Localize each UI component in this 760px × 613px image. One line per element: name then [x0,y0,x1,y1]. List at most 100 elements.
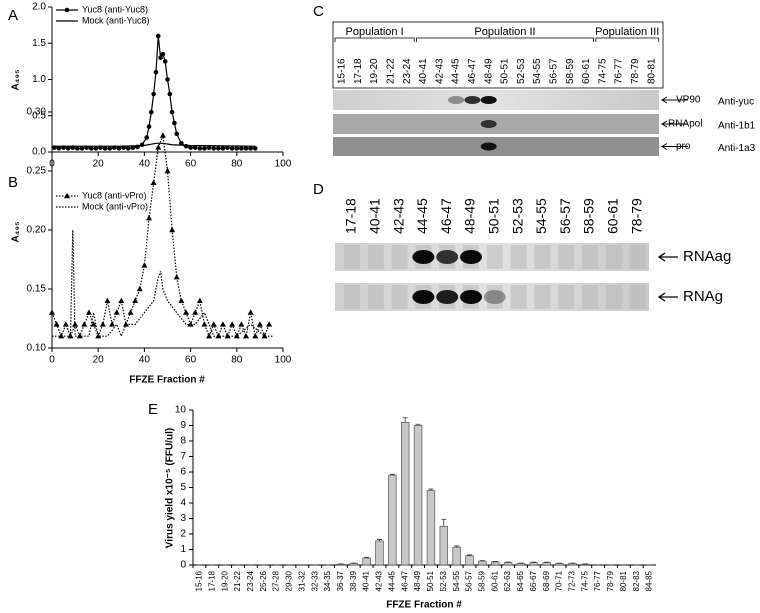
marker [72,321,79,327]
bar [413,425,423,566]
y-tick-label: 2 [180,529,186,540]
x-tick-label: 56-57 [465,570,474,591]
x-tick-label: 40 [139,159,151,170]
lane-shade [510,245,527,269]
x-tick-label: 32-33 [310,570,319,591]
band-label: pro [676,141,691,152]
error-bar [441,518,447,527]
lane-shade [605,245,622,269]
y-tick-label: 0.5 [32,110,46,121]
lane-shade [391,245,408,269]
marker [116,146,122,151]
marker [85,309,92,315]
panel-letter: E [148,401,158,418]
x-tick-label: 84-85 [645,570,654,591]
marker [256,321,263,327]
bar [529,562,539,566]
marker [139,142,145,148]
marker [206,145,212,150]
blot-band [480,120,497,128]
marker [159,132,166,138]
error-bar [454,545,460,548]
y-tick-label: 5 [180,482,186,493]
y-tick-label: 0.30 [27,107,47,118]
lane-label: 17-18 [343,198,359,234]
x-tick-label: 76-77 [593,570,602,591]
series-line [52,229,274,338]
group-label: Population I [346,26,404,38]
x-tick-label: 62-63 [503,570,512,591]
lane-label: 19-20 [369,58,380,84]
lane-label: 15-16 [337,58,348,84]
y-tick-label: 10 [175,405,187,416]
x-tick-label: 82-83 [632,570,641,591]
marker [169,226,176,233]
x-tick-label: 0 [49,355,55,366]
lane-shade [486,285,503,309]
antibody-label: Anti-1b1 [718,121,756,132]
x-tick-label: 52-53 [439,570,448,591]
marker [125,146,131,151]
x-tick-label: 72-73 [568,570,577,591]
y-tick-label: 0.15 [27,284,47,295]
marker [109,321,116,327]
y-tick-label: 7 [180,451,186,462]
blot-band [460,250,482,264]
x-tick-label: 42-43 [375,570,384,591]
bar [465,555,474,566]
marker [192,145,198,150]
lane-label: 60-61 [605,198,621,234]
marker [146,215,153,221]
marker [211,146,216,151]
marker [252,146,258,151]
error-bar [467,554,473,556]
marker [172,120,177,126]
x-tick-label: 20 [93,355,105,366]
lane-label: 40-41 [367,198,383,234]
lane-shade [558,245,575,269]
marker [65,146,71,151]
x-tick-label: 19-20 [220,570,229,591]
x-tick-label: 44-45 [387,570,396,591]
group-label: Population III [595,26,659,38]
error-bar [364,556,370,559]
x-tick-label: 38-39 [349,570,358,591]
marker [99,321,106,327]
marker [201,321,208,327]
marker [102,146,108,151]
y-axis-label: A₄₉₅ [11,69,22,90]
legend-label: Yuc8 (anti-vPro) [82,190,147,200]
blot-band [448,96,465,104]
marker [162,59,168,64]
legend-label: Yuc8 (anti-Yuc8) [82,4,148,14]
marker [261,333,268,339]
blot-band [460,290,482,304]
marker [248,146,253,151]
marker [141,262,148,268]
arrow [661,96,688,104]
lane-label: 46-47 [467,58,478,84]
blot-band [480,96,497,104]
arrow [657,292,678,302]
marker [210,321,217,327]
group-bracket [595,37,660,42]
blot-band [412,290,435,304]
y-axis-label: A₄₉₅ [11,221,22,242]
lane-label: 56-57 [557,198,573,234]
marker [81,321,88,327]
lane-label: 52-53 [516,58,527,84]
x-tick-label: 60-61 [490,570,499,591]
bar [542,562,551,566]
marker [90,321,97,327]
marker [178,297,185,303]
marker [165,77,170,82]
x-tick-label: 100 [275,355,292,366]
group-bracket [334,37,415,42]
marker [158,55,163,61]
marker [174,131,180,137]
bar [401,422,410,566]
marker [188,145,193,150]
lane-shade [367,245,384,269]
x-tick-label: 80-81 [619,570,628,591]
bar [452,546,461,566]
